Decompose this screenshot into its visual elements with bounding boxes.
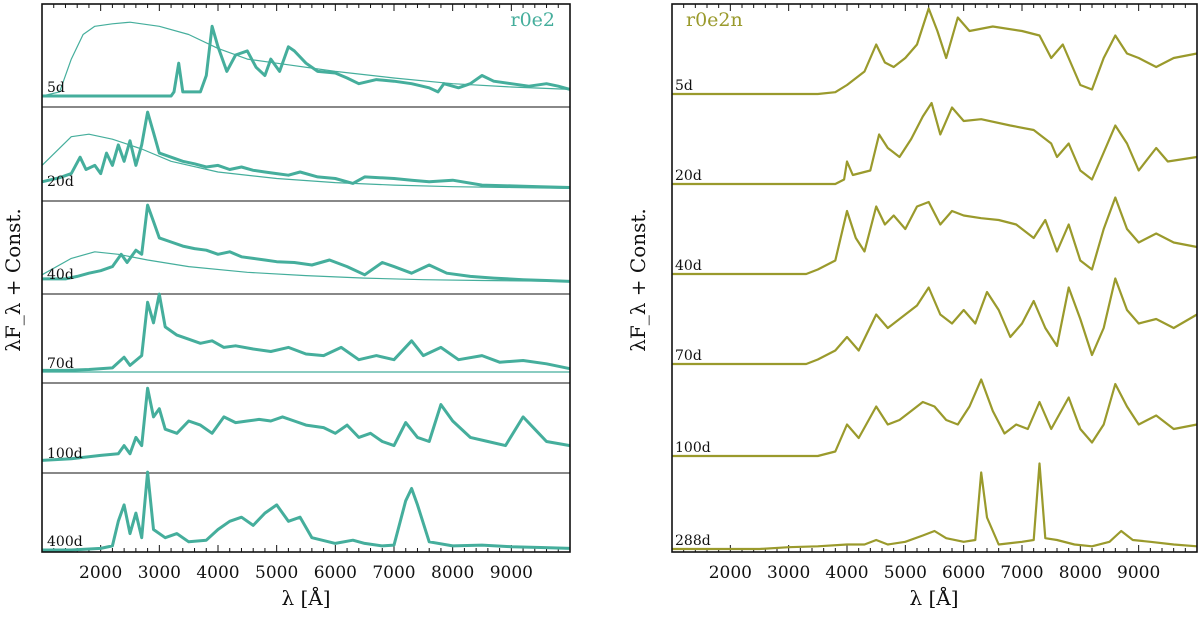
panel-r0e2-separators xyxy=(42,106,570,474)
series-100d xyxy=(672,378,1198,458)
epoch-label-20d: 20d xyxy=(47,174,74,190)
epoch-label-40d: 40d xyxy=(47,267,74,283)
series-blackbody-20d xyxy=(41,133,571,189)
x-tick-label: 4000 xyxy=(825,563,868,583)
panel-r0e2-series xyxy=(41,21,571,552)
panel-r0e2n-labels: 5d 20d 40d 70d 100d 288d xyxy=(675,78,711,549)
panel-r0e2n: r0e2n 5d 20d 40d 70d 100d 288d 2000 3000 4000 50… xyxy=(626,3,1198,610)
panel-r0e2-xticklabels: 2000 3000 4000 5000 6000 7000 8000 9000 xyxy=(79,563,533,583)
panel-r0e2n-xticklabels: 2000 3000 4000 5000 6000 7000 8000 9000 xyxy=(709,563,1161,583)
epoch-label-288d: 288d xyxy=(675,533,711,549)
series-70d xyxy=(672,277,1198,366)
series-20d xyxy=(41,110,571,189)
x-tick-label: 8000 xyxy=(1059,563,1102,583)
x-tick-label: 3000 xyxy=(767,563,810,583)
series-40d xyxy=(672,196,1198,276)
epoch-label-70d: 70d xyxy=(675,348,702,364)
panel-r0e2n-xlabel: λ [Å] xyxy=(909,585,958,610)
panel-r0e2-labels: 5d 20d 40d 70d 100d 400d xyxy=(47,80,83,550)
panel-r0e2-title: r0e2 xyxy=(510,9,555,31)
x-tick-label: 4000 xyxy=(196,563,239,583)
panel-r0e2n-ylabel: λF_λ + Const. xyxy=(626,208,650,352)
series-blackbody-40d xyxy=(41,251,571,282)
series-40d xyxy=(42,203,571,283)
series-100d xyxy=(41,386,571,462)
series-5d xyxy=(42,24,571,98)
epoch-label-40d: 40d xyxy=(675,258,702,274)
x-tick-label: 7000 xyxy=(372,563,415,583)
panel-r0e2-frame xyxy=(41,3,571,553)
epoch-label-100d: 100d xyxy=(47,446,83,462)
series-20d xyxy=(672,101,1198,186)
panel-r0e2n-ticks xyxy=(671,4,1198,552)
series-288d xyxy=(672,462,1198,551)
x-tick-label: 6000 xyxy=(942,563,985,583)
panel-r0e2n-series xyxy=(672,7,1198,551)
x-tick-label: 9000 xyxy=(1117,563,1160,583)
panel-r0e2-ylabel: λF_λ + Const. xyxy=(1,208,25,352)
x-tick-label: 8000 xyxy=(431,563,474,583)
panel-r0e2-xlabel: λ [Å] xyxy=(281,585,330,610)
series-400d xyxy=(42,470,571,552)
epoch-label-5d: 5d xyxy=(675,78,693,94)
panel-r0e2n-title: r0e2n xyxy=(686,9,743,31)
epoch-label-100d: 100d xyxy=(675,440,711,456)
x-tick-label: 6000 xyxy=(314,563,357,583)
epoch-label-70d: 70d xyxy=(47,356,74,372)
series-blackbody-5d xyxy=(41,21,571,97)
epoch-label-400d: 400d xyxy=(47,534,83,550)
x-tick-label: 7000 xyxy=(1000,563,1043,583)
series-5d xyxy=(672,7,1198,96)
x-tick-label: 2000 xyxy=(709,563,752,583)
panel-r0e2: r0e2 5d 20d 40d 70d 100d 400d 2000 3000 4000 500… xyxy=(1,3,571,610)
x-tick-label: 9000 xyxy=(490,563,533,583)
panel-r0e2n-frame xyxy=(671,3,1198,553)
epoch-label-20d: 20d xyxy=(675,168,702,184)
x-tick-label: 3000 xyxy=(138,563,181,583)
series-70d xyxy=(42,292,571,372)
x-tick-label: 5000 xyxy=(884,563,927,583)
x-tick-label: 2000 xyxy=(79,563,122,583)
epoch-label-5d: 5d xyxy=(47,80,65,96)
x-tick-label: 5000 xyxy=(255,563,298,583)
